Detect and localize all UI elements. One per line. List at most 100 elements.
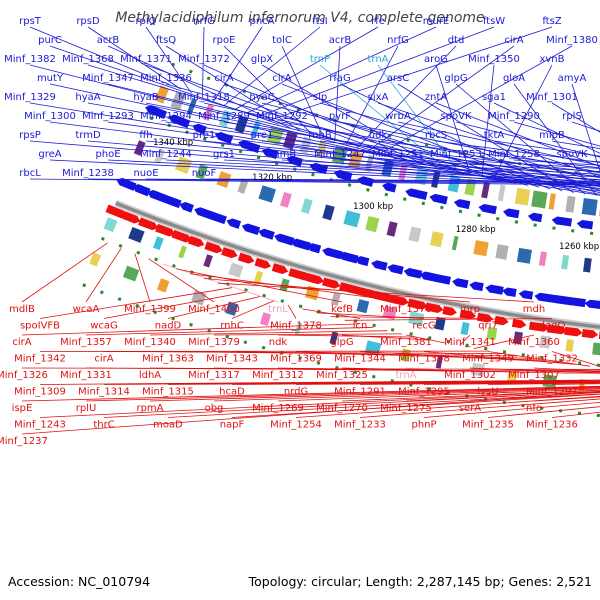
reverse-gene-label: Minf_1341 [444,337,496,348]
forward-gene-label: rpsT [19,16,42,27]
reverse-gene-label: cirA [12,337,31,348]
gene-arrow [567,297,586,308]
feature-block [565,339,574,352]
feature-block [435,355,443,369]
leader-line [203,140,600,181]
gene-arrow [424,302,444,313]
forward-gene-label: wrbA [385,111,411,122]
reverse-gene-label: spoIVFB [20,321,60,332]
reverse-gene-label: Minf_1370 [380,304,432,315]
forward-gene-label: grs1 [213,149,235,160]
gene-arrow [179,202,194,213]
gene-arrow [371,260,388,271]
forward-gene-label: rpsP [19,130,41,141]
leader-line [295,395,600,418]
reverse-gene-label: rpmA [136,403,163,414]
leader-line [455,121,600,158]
forward-gene-label: acrB [97,35,120,46]
leader-line [435,140,600,163]
leader-line [39,287,232,319]
forward-gene-label: hyaC [249,92,274,103]
feature-block [481,181,491,199]
gene-arrow [155,223,176,237]
reverse-gene-label: mdlB [9,304,35,315]
leader-line [149,386,600,402]
leader-line [103,380,600,385]
gene-arrow [322,247,343,260]
reverse-gene-label: moaD [153,420,183,431]
gene-arrow [478,203,497,215]
gene-arrow [494,315,509,326]
forward-gene-label: pyrF [329,111,351,122]
feature-block [128,226,145,243]
forward-gene-label: glpX [251,54,273,65]
genome-title: Methylacidiphilum infernorum V4, complet… [115,10,485,26]
backbone-line [115,201,600,329]
guide-ring-2 [100,236,600,367]
leader-line [469,393,600,402]
reverse-gene-label: nfo [526,403,542,414]
forward-gene-label: hyaA [75,92,100,103]
reverse-gene-label: Minf_1360 [508,337,560,348]
forward-gene-label: cirA [214,73,233,84]
leader-line [487,406,600,418]
gene-labels: rpsT rpsD rplQ nrfG pncA ftsI rfe murE ftsW ftsZ p… [0,16,598,447]
feature-block [253,270,264,284]
forward-gene-label: ffh [139,130,152,141]
leader-line [281,121,600,179]
reverse-gene-label: lcn [353,321,368,332]
reverse-gene-label: Minf_1312 [252,370,304,381]
gene-arrow [338,251,359,264]
feature-block [516,247,532,264]
forward-gene-label: Minf_1251 [372,149,424,160]
forward-gene-label: rplS [562,111,582,122]
topology-summary: Topology: circular; Length: 2,287,145 bp… [248,574,592,589]
forward-gene-label: acrB [329,35,352,46]
gene-arrow [274,233,295,246]
gene-arrow [581,328,599,339]
forward-gene-label: Minf_1372 [178,54,230,65]
reverse-gene-label: thrC [93,420,114,431]
feature-block [561,254,570,270]
leader-line [231,381,600,385]
reverse-gene-label: Minf_1344 [334,354,386,365]
feature-block [280,192,292,208]
gene-arrow [226,218,242,229]
forward-gene-label: trmD [75,130,101,141]
scale-label: 1280 kbp [456,225,496,235]
leader-line [103,291,246,319]
gene-arrow [527,212,543,223]
gene-arrow [382,182,397,193]
feature-block [343,210,361,228]
gene-arrow [122,211,141,224]
leader-line [339,159,600,175]
forward-gene-label: slp [313,92,327,103]
feature-block [548,193,556,210]
forward-gene-label: Minf_1301 [526,92,578,103]
gene-arrow [436,275,451,285]
forward-gene-label: ftsQ [156,35,176,46]
feature-block [178,245,187,259]
gene-arrow [452,278,469,289]
feature-block [460,322,470,336]
leader-line [405,367,600,375]
feature-block [133,140,146,156]
forward-gene-label: udk [369,130,388,141]
reverse-gene-label: Minf_1326 [0,370,48,381]
reverse-gene-label: trnA [395,370,416,381]
gene-arrow [258,228,275,240]
forward-gene-label: nrfG [387,35,409,46]
leader-line [487,382,600,385]
forward-gene-label: rfe [371,16,385,27]
reverse-gene-label: Minf_1340 [124,337,176,348]
leader-line [231,300,275,319]
reverse-gene-label: Minf_1317 [188,370,240,381]
reverse-gene-label: qri7 [478,321,498,332]
leader-line [29,64,392,157]
leader-line [493,140,600,157]
leader-line [217,282,535,303]
forward-gene-label: sga1 [482,92,506,103]
leader-line [330,316,489,319]
forward-gene-label: rpsD [76,16,100,27]
gene-arrow [459,309,477,320]
